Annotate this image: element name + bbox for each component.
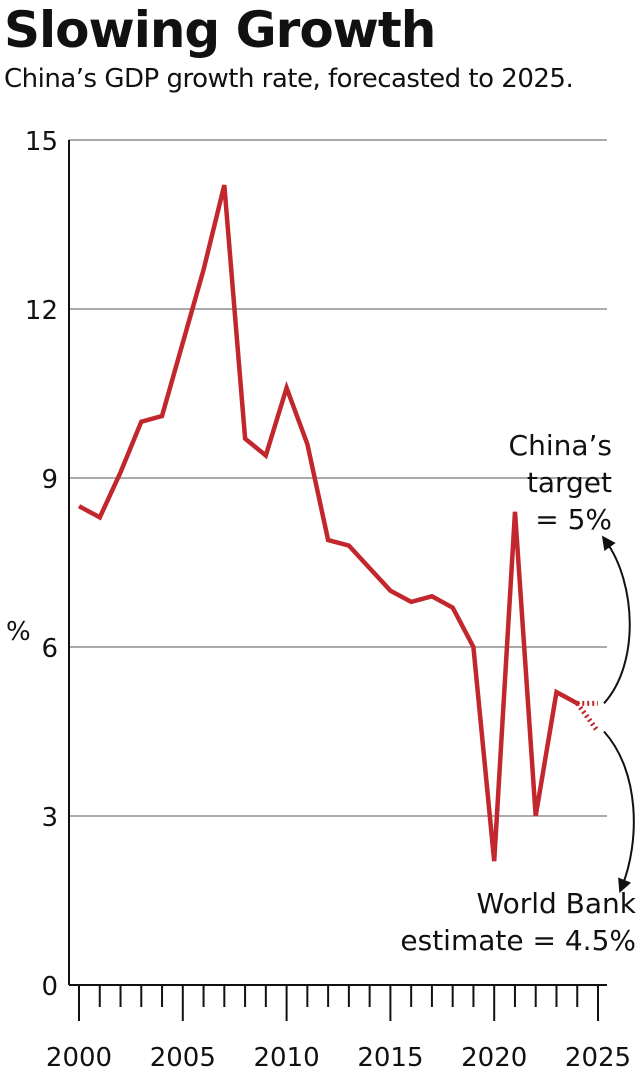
y-tick-label-3: 3 [41,803,58,833]
x-tick-label-2005: 2005 [150,1043,216,1073]
series-line-0 [77,184,579,862]
y-tick-label-6: 6 [41,634,58,664]
y-axis-label: % [6,617,31,647]
x-tick-label-2025: 2025 [565,1043,631,1073]
world-bank-label-line-0: World Bank [477,887,637,920]
y-tick-label-15: 15 [25,127,58,157]
y-tick-label-12: 12 [25,296,58,326]
x-tick-label-2000: 2000 [46,1043,112,1073]
y-tick-labels: 0 3 6 9 12 15 [25,127,58,1002]
x-ticks: 2000 2005 2010 2015 2020 2025 [46,985,631,1073]
china-target-label-line-1: target [527,466,612,499]
x-tick-label-2010: 2010 [254,1043,320,1073]
world-bank-label-line-1: estimate = 4.5% [400,924,636,957]
gridlines [69,139,607,817]
china-target-label-line-2: = 5% [535,503,612,536]
series-layer [77,184,601,862]
x-tick-label-2020: 2020 [461,1043,527,1073]
annotations-layer: China’s target = 5% World Bank estimate = 4.… [400,429,636,957]
x-tick-label-2015: 2015 [357,1043,423,1073]
chart-subtitle: China’s GDP growth rate, forecasted to 2… [4,64,574,94]
chart-title: Slowing Growth [4,1,436,59]
forecast-world-bank [575,701,601,733]
y-tick-label-0: 0 [41,972,58,1002]
y-tick-label-9: 9 [41,465,58,495]
china-target-label-line-0: China’s [509,429,612,462]
china-target-arrow [601,535,631,705]
world-bank-arrow [603,730,635,894]
axes [68,140,607,986]
